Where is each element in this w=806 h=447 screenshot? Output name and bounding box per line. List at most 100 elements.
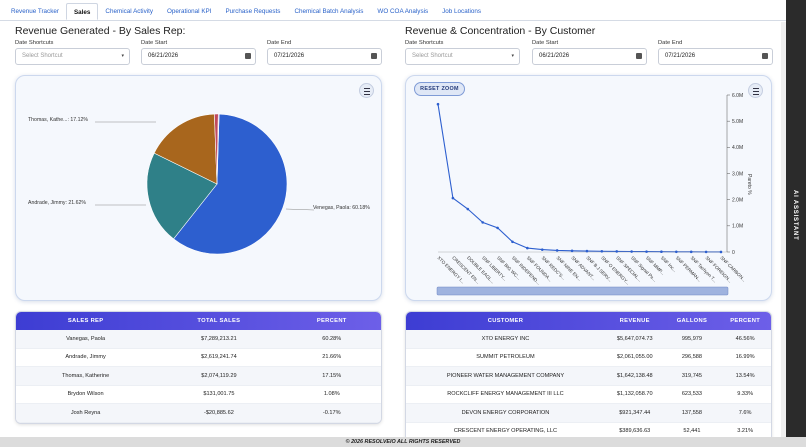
tab-operational-kpi[interactable]: Operational KPI (167, 8, 212, 15)
y-tick-label: 2.0M (732, 197, 743, 203)
data-point (570, 249, 574, 253)
date-start-value: 06/21/2026 (148, 53, 179, 59)
x-tick-label: SNF FOREIGN... (704, 255, 732, 283)
table-cell: 137,558 (681, 409, 703, 416)
tab-sales[interactable]: Sales (65, 3, 99, 20)
data-point (555, 249, 559, 252)
table-cell: Brydon Wilson (67, 391, 104, 398)
x-tick-label: SNF CARBON... (719, 255, 747, 283)
col-percent[interactable]: PERCENT (730, 318, 761, 324)
table-row[interactable]: PIONEER WATER MANAGEMENT COMPANY $1,642,1… (406, 367, 771, 386)
table-cell: 296,588 (681, 354, 703, 361)
date-shortcuts-label: Date Shortcuts (15, 40, 54, 46)
tab-chemical-activity[interactable]: Chemical Activity (105, 8, 154, 15)
table-cell: $389,636.63 (619, 428, 651, 435)
date-end-field[interactable]: 07/21/2026 (658, 48, 773, 65)
table-cell: $2,619,241.74 (200, 354, 237, 361)
y-tick-label: 4.0M (732, 145, 743, 151)
table-cell: $2,061,055.00 (616, 354, 653, 361)
pie-label-andrade: Andrade, Jimmy: 21.62% (28, 200, 86, 206)
date-shortcuts-label: Date Shortcuts (405, 40, 444, 46)
date-start-field[interactable]: 06/21/2026 (141, 48, 256, 65)
app-window: Revenue Tracker Sales Chemical Activity … (0, 0, 786, 437)
chevron-down-icon: ▾ (511, 53, 514, 59)
table-cell: 7.6% (738, 409, 752, 416)
col-customer[interactable]: CUSTOMER (487, 318, 524, 324)
date-end-value: 07/21/2026 (274, 53, 305, 59)
table-cell: $921,347.44 (619, 409, 651, 416)
calendar-icon[interactable] (762, 53, 768, 59)
col-sales-rep[interactable]: SALES REP (67, 318, 104, 324)
data-point (704, 250, 708, 254)
date-shortcut-select[interactable]: Select Shortcut ▾ (15, 48, 130, 65)
page-scrollbar[interactable] (781, 22, 786, 437)
calendar-icon[interactable] (636, 53, 642, 59)
data-point (675, 250, 678, 254)
chart-menu-icon[interactable] (359, 83, 374, 98)
table-cell: $1,642,138.48 (616, 372, 653, 379)
table-row[interactable]: Josh Reyna -$20,885.62 -0.17% (16, 404, 381, 423)
date-end-label: Date End (267, 40, 292, 46)
date-start-value: 06/21/2026 (539, 53, 570, 59)
tab-wo-coa-analysis[interactable]: WO COA Analysis (377, 8, 429, 15)
data-point (451, 196, 455, 200)
data-point (496, 226, 499, 230)
col-gallons[interactable]: GALLONS (676, 318, 708, 324)
data-point (511, 240, 514, 244)
tab-job-locations[interactable]: Job Locations (442, 8, 482, 15)
table-cell: 52,441 (683, 428, 701, 435)
table-cell: 17.15% (322, 372, 342, 379)
calendar-icon[interactable] (245, 53, 251, 59)
table-cell: $2,074,119.29 (201, 372, 237, 379)
table-row[interactable]: Andrade, Jimmy $2,619,241.74 21.66% (16, 349, 381, 367)
reset-zoom-button[interactable]: RESET ZOOM (414, 82, 465, 96)
customer-section-title: Revenue & Concentration - By Customer (405, 25, 596, 37)
table-row[interactable]: ROCKCLIFF ENERGY MANAGEMENT III LLC $1,13… (406, 386, 771, 404)
table-row[interactable]: Thomas, Katherine $2,074,119.29 17.15% (16, 367, 381, 386)
y-tick-label: 5.0M (732, 119, 743, 125)
calendar-icon[interactable] (371, 53, 377, 59)
tab-chemical-batch-analysis[interactable]: Chemical Batch Analysis (294, 8, 364, 15)
col-total-sales[interactable]: TOTAL SALES (197, 318, 241, 324)
chart-menu-icon[interactable] (748, 83, 763, 98)
date-end-value: 07/21/2026 (665, 53, 696, 59)
date-shortcut-select[interactable]: Select Shortcut ▾ (405, 48, 520, 65)
date-start-field[interactable]: 06/21/2026 (532, 48, 647, 65)
table-cell: Thomas, Katherine (61, 372, 110, 379)
data-point (436, 102, 440, 106)
table-cell: DEVON ENERGY CORPORATION (461, 409, 550, 416)
table-row[interactable]: Brydon Wilson $131,001.75 1.08% (16, 386, 381, 404)
table-row[interactable]: CRESCENT ENERGY OPERATING, LLC $389,636.6… (406, 423, 771, 438)
tab-divider (0, 20, 786, 21)
data-point (645, 250, 648, 253)
table-cell: 46.56% (735, 335, 755, 342)
customer-pareto-chart: 0 1.0M 2.0M 3.0M 4.0M 5.0M 6.0M Pareto % XTO ENE… (436, 93, 752, 296)
table-cell: XTO ENERGY INC (481, 335, 530, 342)
table-cell: -$20,885.62 (203, 409, 234, 416)
ai-assistant-panel[interactable] (786, 0, 806, 437)
x-tick-label: XTO ENERGY I... (436, 255, 465, 284)
table-cell: 995,979 (681, 335, 703, 342)
pie-label-thomas: Thomas, Kathe...: 17.12% (28, 117, 88, 123)
data-point (600, 249, 604, 253)
sales-rep-table: SALES REP TOTAL SALES PERCENT Vanegas, P… (15, 311, 382, 424)
col-percent[interactable]: PERCENT (316, 318, 347, 324)
col-revenue[interactable]: REVENUE (619, 318, 650, 324)
table-cell: Josh Reyna (70, 409, 101, 416)
table-row[interactable]: SUMMIT PETROLEUM $2,061,055.00 296,588 16.9… (406, 349, 771, 367)
table-row[interactable]: Vanegas, Paola $7,289,213.21 60.28% (16, 330, 381, 349)
tab-purchase-requests[interactable]: Purchase Requests (225, 8, 281, 15)
tab-revenue-tracker[interactable]: Revenue Tracker (11, 8, 59, 15)
data-point (540, 248, 544, 251)
date-end-label: Date End (658, 40, 683, 46)
table-row[interactable]: XTO ENERGY INC $5,647,074.73 995,979 46.56% (406, 330, 771, 349)
ai-assistant-label[interactable]: AI ASSISTANT (792, 190, 798, 241)
table-header: SALES REP TOTAL SALES PERCENT (16, 312, 381, 330)
data-point (481, 221, 484, 224)
table-cell: 13.54% (735, 372, 755, 379)
date-end-field[interactable]: 07/21/2026 (267, 48, 382, 65)
table-row[interactable]: DEVON ENERGY CORPORATION $921,347.44 137,5… (406, 404, 771, 423)
data-point (466, 207, 470, 211)
data-point (719, 250, 723, 254)
table-cell: -0.17% (322, 409, 341, 416)
